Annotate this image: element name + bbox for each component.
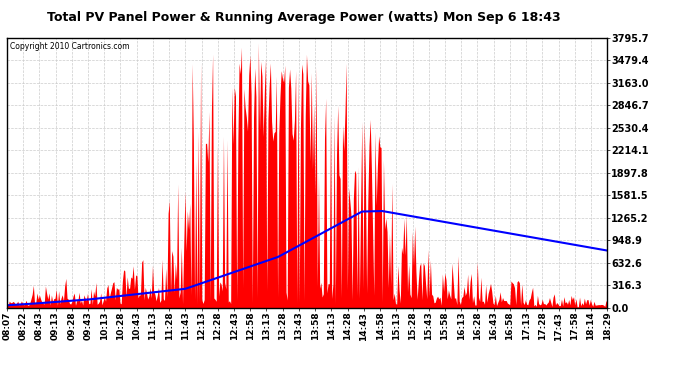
Text: Total PV Panel Power & Running Average Power (watts) Mon Sep 6 18:43: Total PV Panel Power & Running Average P… [47,11,560,24]
Text: Copyright 2010 Cartronics.com: Copyright 2010 Cartronics.com [10,42,130,51]
